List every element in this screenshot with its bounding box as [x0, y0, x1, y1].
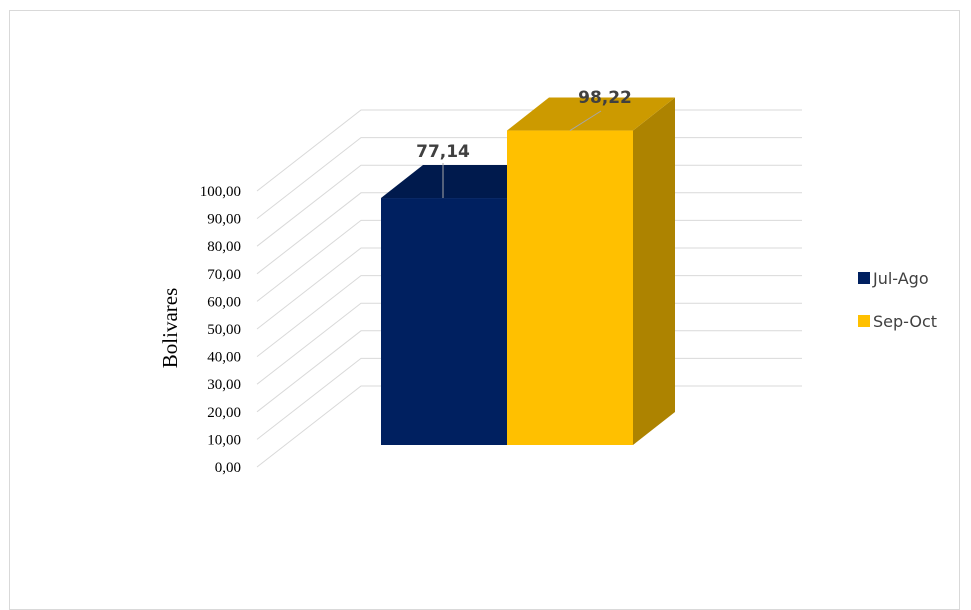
y-axis-ticks: 0,00 10,00 20,00 30,00 40,00 50,00 60,00 70,00 8… [200, 184, 241, 476]
y-tick-label: 10,00 [207, 432, 241, 448]
bar-front [381, 198, 507, 445]
data-labels: 77,14 98,22 [416, 88, 632, 199]
legend-entry: Sep-Oct [873, 312, 937, 331]
legend: Jul-Ago Sep-Oct [858, 269, 937, 331]
y-tick-label: 0,00 [215, 460, 241, 476]
data-label: 98,22 [578, 88, 632, 108]
data-label: 77,14 [416, 142, 470, 162]
bar-front [507, 130, 633, 445]
y-tick-label: 60,00 [207, 294, 241, 310]
y-tick-label: 40,00 [207, 350, 241, 366]
y-tick-label: 80,00 [207, 239, 241, 255]
bar-top [507, 97, 675, 131]
y-tick-label: 20,00 [207, 405, 241, 421]
bar-side [633, 97, 675, 445]
legend-swatch [858, 315, 870, 327]
y-tick-label: 50,00 [207, 322, 241, 338]
legend-entry: Jul-Ago [872, 269, 929, 288]
y-tick-label: 30,00 [207, 377, 241, 393]
y-tick-label: 100,00 [200, 184, 241, 200]
y-tick-label: 90,00 [207, 212, 241, 228]
y-axis-label: Bolivares [158, 288, 182, 368]
bar-sep-oct [507, 97, 675, 445]
legend-swatch [858, 272, 870, 284]
y-tick-label: 70,00 [207, 267, 241, 283]
bars [381, 97, 675, 445]
chart-plot: 0,00 10,00 20,00 30,00 40,00 50,00 60,00 70,00 8… [158, 88, 937, 476]
leader-line [569, 110, 602, 131]
